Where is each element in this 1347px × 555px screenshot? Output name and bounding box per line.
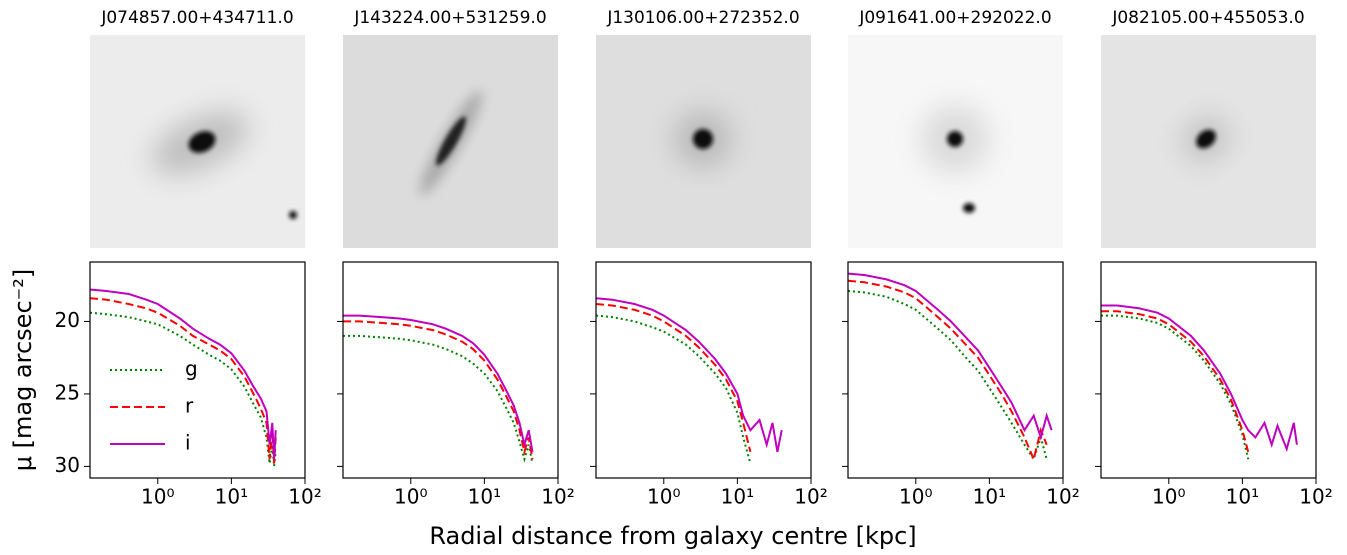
panel-title: J082105.00+455053.0: [1111, 8, 1304, 28]
panel: J143224.00+531259.0 10⁰ 10¹ 10²: [337, 8, 575, 509]
profile-line: [596, 303, 752, 453]
plot-frame: [89, 261, 306, 479]
x-tick-label: 10¹: [1226, 485, 1259, 509]
panel-title: J091641.00+292022.0: [858, 8, 1051, 28]
legend-label: g: [185, 357, 198, 381]
x-tick-label: 10²: [541, 485, 574, 509]
panel: J091641.00+292022.0 10⁰ 10¹ 10²: [842, 8, 1080, 509]
y-tick-label: 25: [55, 380, 80, 404]
x-tick-label: 10⁰: [394, 485, 427, 509]
panel: J082105.00+455053.0 10⁰ 10¹ 10²: [1095, 8, 1333, 509]
x-axis-label: Radial distance from galaxy centre [kpc]: [429, 522, 916, 550]
x-tick-label: 10¹: [215, 485, 248, 509]
y-axis-label: μ [mag arcsec⁻²]: [9, 269, 37, 472]
galaxy-feature: [693, 129, 713, 149]
y-tick-label: 30: [55, 453, 80, 477]
profile-line: [1101, 314, 1250, 460]
panel-title: J143224.00+531259.0: [353, 8, 546, 28]
profile-line: [1101, 304, 1298, 453]
profile-line: [596, 314, 752, 464]
profile-line: [343, 334, 534, 464]
profile-line: [90, 288, 277, 460]
galaxy-feature: [963, 203, 975, 213]
galaxy-feature: [436, 116, 466, 166]
x-tick-label: 10²: [794, 485, 827, 509]
x-tick-label: 10¹: [721, 485, 754, 509]
profile-line: [1101, 310, 1250, 453]
x-tick-label: 10²: [288, 485, 321, 509]
panel-title: J074857.00+434711.0: [100, 8, 293, 28]
profile-line: [848, 290, 1048, 462]
plot-frame: [1100, 261, 1317, 479]
galaxy-feature: [289, 211, 297, 219]
x-tick-label: 10⁰: [141, 485, 174, 509]
plot-frame: [342, 261, 559, 479]
plot-frame: [847, 261, 1064, 479]
profile-line: [596, 297, 783, 453]
panel-title: J130106.00+272352.0: [606, 8, 799, 28]
galaxy-feature: [1196, 129, 1216, 149]
profile-line: [848, 279, 1048, 463]
x-tick-label: 10⁰: [647, 485, 680, 509]
legend-label: i: [185, 431, 191, 455]
profile-line: [90, 311, 277, 467]
galaxy-feature: [947, 131, 963, 147]
panel: J130106.00+272352.0 10⁰ 10¹ 10²: [590, 8, 828, 509]
x-tick-label: 10¹: [973, 485, 1006, 509]
profile-line: [343, 320, 534, 460]
y-tick-label: 20: [55, 308, 80, 332]
profile-line: [848, 272, 1053, 441]
x-tick-label: 10²: [1046, 485, 1079, 509]
legend-label: r: [185, 394, 194, 418]
profile-line: [343, 314, 534, 453]
x-tick-label: 10²: [1299, 485, 1332, 509]
plot-frame: [595, 261, 812, 479]
panel: J074857.00+434711.0 10⁰ 10¹ 10² 20 25 30 gri: [55, 8, 322, 509]
x-tick-label: 10⁰: [1152, 485, 1185, 509]
profile-line: [90, 297, 277, 464]
x-tick-label: 10⁰: [899, 485, 932, 509]
galaxy-feature: [188, 131, 216, 153]
x-tick-label: 10¹: [468, 485, 501, 509]
